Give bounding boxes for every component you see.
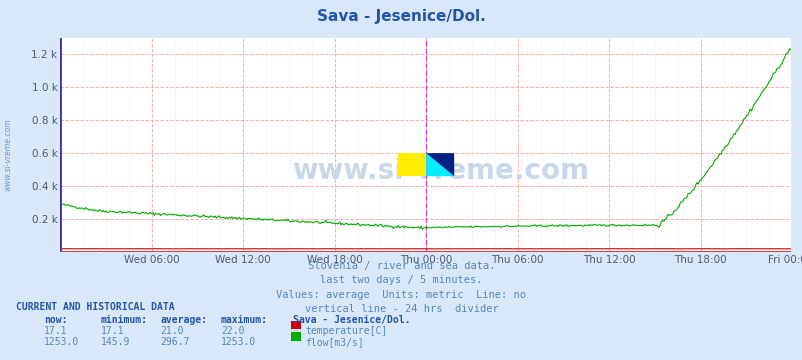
Polygon shape — [426, 153, 454, 176]
Text: 1253.0: 1253.0 — [44, 337, 79, 347]
Text: www.si-vreme.com: www.si-vreme.com — [291, 157, 588, 185]
Text: 21.0: 21.0 — [160, 326, 184, 336]
Text: www.si-vreme.com: www.si-vreme.com — [3, 118, 13, 191]
Text: Sava - Jesenice/Dol.: Sava - Jesenice/Dol. — [317, 9, 485, 24]
Text: flow[m3/s]: flow[m3/s] — [305, 337, 363, 347]
Text: vertical line - 24 hrs  divider: vertical line - 24 hrs divider — [304, 304, 498, 314]
Text: 1253.0: 1253.0 — [221, 337, 256, 347]
Bar — [398, 153, 426, 176]
Text: now:: now: — [44, 315, 67, 325]
Text: average:: average: — [160, 315, 208, 325]
Text: maximum:: maximum: — [221, 315, 268, 325]
Text: Values: average  Units: metric  Line: no: Values: average Units: metric Line: no — [276, 290, 526, 300]
Text: 145.9: 145.9 — [100, 337, 130, 347]
Text: Slovenia / river and sea data.: Slovenia / river and sea data. — [307, 261, 495, 271]
Text: 17.1: 17.1 — [44, 326, 67, 336]
Text: minimum:: minimum: — [100, 315, 148, 325]
Text: 296.7: 296.7 — [160, 337, 190, 347]
Text: 22.0: 22.0 — [221, 326, 244, 336]
Polygon shape — [426, 153, 454, 176]
Text: 17.1: 17.1 — [100, 326, 124, 336]
Text: last two days / 5 minutes.: last two days / 5 minutes. — [320, 275, 482, 285]
Text: temperature[C]: temperature[C] — [305, 326, 387, 336]
Text: Sava - Jesenice/Dol.: Sava - Jesenice/Dol. — [293, 315, 410, 325]
Text: CURRENT AND HISTORICAL DATA: CURRENT AND HISTORICAL DATA — [16, 302, 175, 312]
